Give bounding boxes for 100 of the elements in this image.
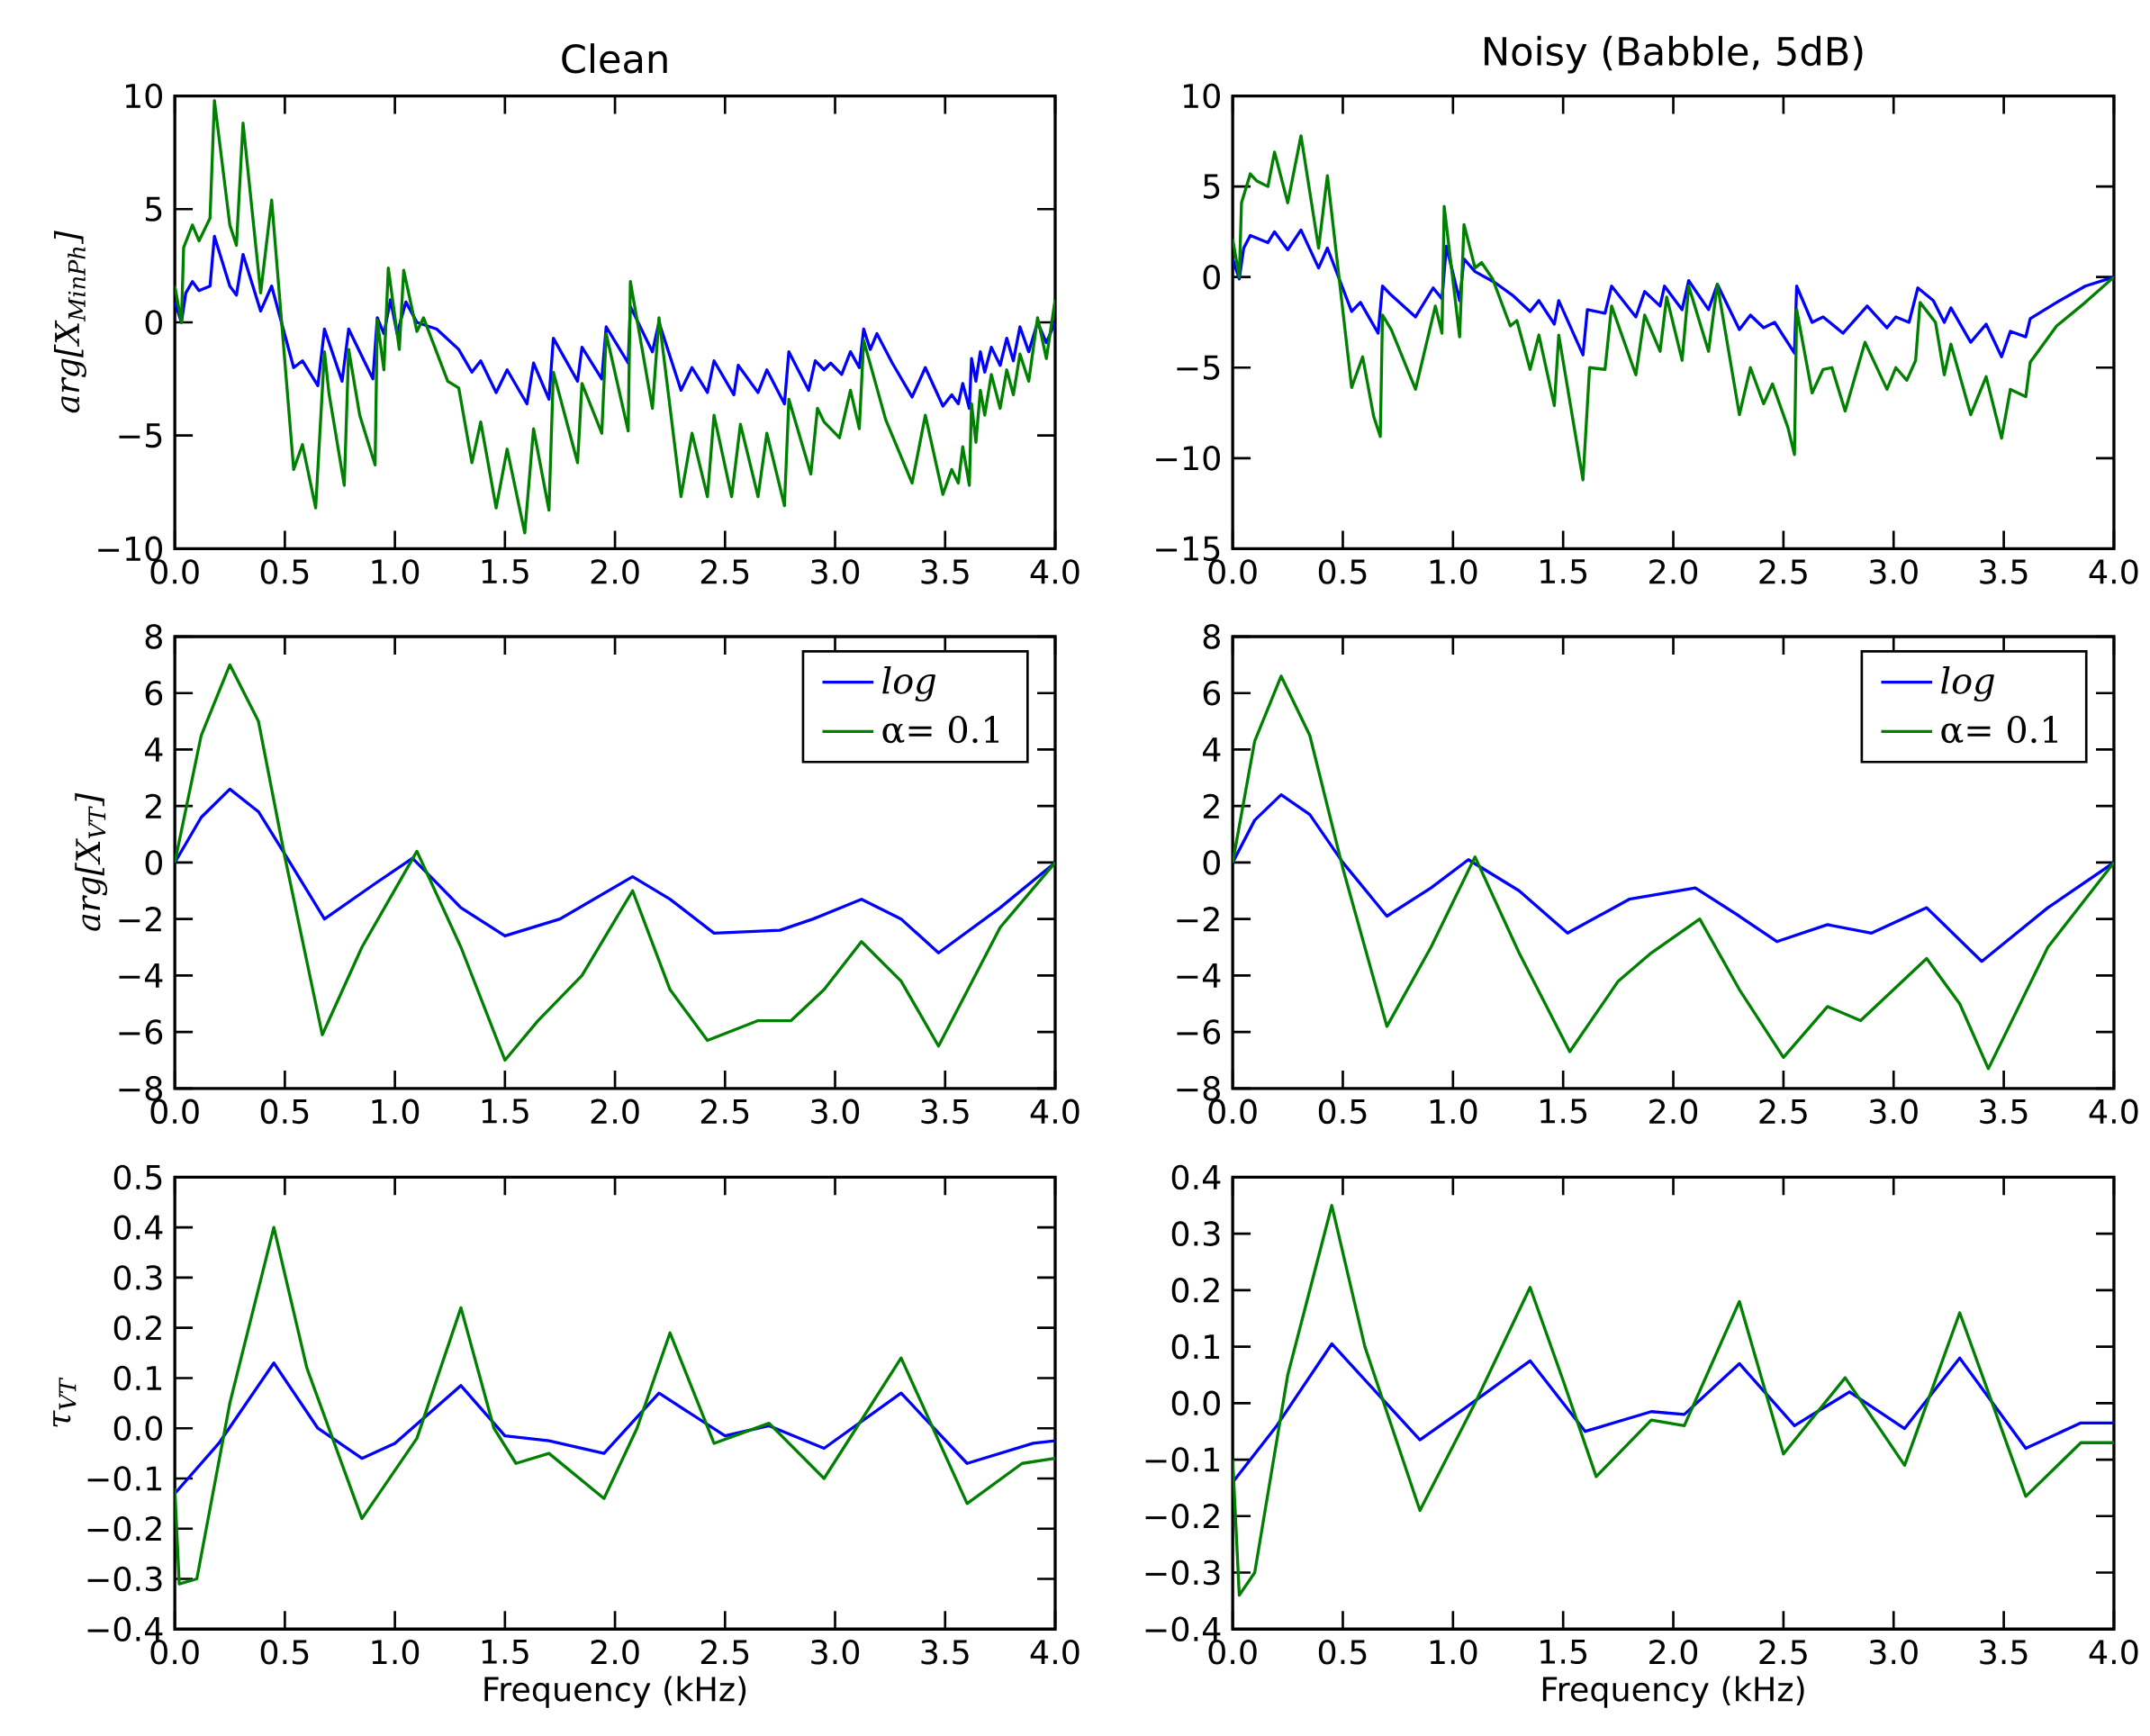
y-tick-label: 0.3 xyxy=(1171,1221,1220,1247)
y-tick-label: −10 xyxy=(1156,446,1220,471)
x-tick-label: 3.5 xyxy=(921,1099,969,1125)
y-tick-label: 8 xyxy=(1203,624,1220,649)
x-axis-title: Frequency (kHz) xyxy=(484,1676,746,1708)
line-series xyxy=(175,99,1055,535)
x-tick-label: 2.0 xyxy=(591,559,639,584)
y-tick-label: 4 xyxy=(144,737,163,762)
x-tick-label: 1.0 xyxy=(1430,1640,1477,1665)
x-tick-label: 1.5 xyxy=(1540,559,1587,584)
y-tick-label: 2 xyxy=(1203,793,1219,818)
x-tick-label: 3.5 xyxy=(921,1640,969,1665)
x-tick-label: 2.0 xyxy=(591,1640,639,1665)
y-tick-label: 6 xyxy=(1203,681,1221,706)
y-tick-label: 0 xyxy=(145,850,162,875)
line-series xyxy=(1233,793,2114,963)
y-tick-label: −2 xyxy=(1177,907,1219,932)
x-tick-label: 1.0 xyxy=(372,1640,420,1665)
y-tick-label: −5 xyxy=(1177,355,1220,380)
y-tick-label: 6 xyxy=(145,681,163,706)
x-tick-label: 3.0 xyxy=(811,1640,860,1665)
y-tick-label: 0.3 xyxy=(113,1265,162,1290)
x-tick-label: 4.0 xyxy=(1030,1099,1080,1125)
y-tick-label: −6 xyxy=(119,1019,163,1045)
x-tick-label: 1.5 xyxy=(482,1099,528,1124)
y-tick-label: 4 xyxy=(1202,737,1221,762)
y-tick-label: 0.2 xyxy=(1171,1278,1219,1303)
y-tick-label: 0 xyxy=(1203,265,1220,290)
line-series xyxy=(1233,1342,2114,1484)
y-tick-label: −0.3 xyxy=(1145,1560,1220,1586)
y-tick-label: 0.4 xyxy=(113,1215,163,1241)
x-tick-label: 4.0 xyxy=(2089,559,2138,584)
x-axis-title: Frequency (kHz) xyxy=(1542,1676,1804,1708)
x-tick-label: 4.0 xyxy=(1030,559,1080,584)
x-tick-label: 3.5 xyxy=(1980,1099,2028,1125)
y-tick-label: 0.2 xyxy=(113,1316,161,1341)
x-tick-label: 1.5 xyxy=(482,559,528,584)
y-tick-label: −6 xyxy=(1177,1019,1221,1045)
x-tick-label: 3.0 xyxy=(811,559,860,584)
x-tick-label: 3.5 xyxy=(1980,1640,2028,1665)
legend-label: log xyxy=(1941,666,1994,702)
y-tick-label: −4 xyxy=(119,963,163,988)
y-tick-label: 0.0 xyxy=(1171,1390,1220,1416)
x-tick-label: 1.0 xyxy=(372,559,420,584)
x-tick-label: 2.5 xyxy=(1759,1099,1807,1125)
y-tick-label: 8 xyxy=(145,624,162,649)
x-tick-label: 1.5 xyxy=(1540,1099,1587,1124)
y-tick-label: 0.1 xyxy=(113,1365,162,1391)
x-tick-label: 0.5 xyxy=(1318,1640,1367,1665)
x-tick-label: 0.5 xyxy=(260,1099,309,1125)
x-tick-label: 1.0 xyxy=(1430,1099,1477,1125)
y-tick-label: 0 xyxy=(1203,850,1220,875)
y-tick-label: −2 xyxy=(119,907,161,932)
x-tick-label: 2.5 xyxy=(700,559,749,584)
x-tick-label: 1.0 xyxy=(372,1099,420,1125)
line-series xyxy=(175,1361,1055,1496)
x-tick-label: 3.5 xyxy=(1980,559,2028,584)
x-tick-label: 2.0 xyxy=(591,1099,639,1125)
x-tick-label: 2.0 xyxy=(1649,1099,1698,1125)
x-tick-label: 0.5 xyxy=(1318,1099,1367,1125)
x-tick-label: 2.5 xyxy=(1759,559,1807,584)
y-axis-title: arg[X$_{VT}$] xyxy=(75,792,108,931)
x-tick-label: 3.0 xyxy=(811,1099,860,1125)
x-tick-label: 4.0 xyxy=(2089,1640,2138,1665)
x-tick-label: 4.0 xyxy=(2089,1099,2138,1125)
y-tick-label: −0.4 xyxy=(1145,1616,1221,1642)
x-tick-label: 3.5 xyxy=(921,559,969,584)
y-tick-label: −0.4 xyxy=(87,1616,163,1642)
y-tick-label: 0.0 xyxy=(113,1415,162,1442)
x-tick-label: 2.0 xyxy=(1649,1640,1698,1665)
y-tick-label: 0 xyxy=(145,310,162,335)
line-series xyxy=(175,1225,1055,1586)
y-tick-label: −0.1 xyxy=(1145,1447,1220,1473)
x-tick-label: 2.0 xyxy=(1649,559,1698,584)
y-tick-label: −5 xyxy=(119,423,162,448)
line-series xyxy=(175,663,1055,1062)
y-tick-label: −0.3 xyxy=(87,1566,162,1592)
y-tick-label: 0.1 xyxy=(1171,1334,1220,1360)
y-tick-label: 5 xyxy=(146,196,162,222)
x-tick-label: 3.0 xyxy=(1869,559,1918,584)
x-tick-label: 1.5 xyxy=(1540,1640,1587,1665)
y-tick-label: −4 xyxy=(1177,963,1221,988)
y-axis-title: τ$_{VT}$ xyxy=(53,1377,77,1427)
x-tick-label: 0.5 xyxy=(260,1640,309,1665)
y-tick-label: 0.5 xyxy=(113,1164,162,1190)
y-tick-label: −0.1 xyxy=(87,1466,162,1491)
legend-label: log xyxy=(882,666,935,702)
y-tick-label: 10 xyxy=(125,83,162,109)
x-tick-label: 3.0 xyxy=(1869,1640,1918,1665)
y-tick-label: −15 xyxy=(1156,536,1220,562)
y-tick-label: −0.2 xyxy=(87,1516,161,1542)
line-series xyxy=(1233,134,2114,482)
y-tick-label: 10 xyxy=(1183,83,1220,109)
chart-title: Clean xyxy=(562,43,667,74)
y-tick-label: −0.2 xyxy=(1145,1504,1219,1529)
x-tick-label: 3.0 xyxy=(1869,1099,1918,1125)
legend-label: α= 0.1 xyxy=(882,716,999,744)
y-tick-label: 2 xyxy=(145,793,161,818)
x-tick-label: 2.5 xyxy=(700,1099,749,1125)
y-tick-label: 5 xyxy=(1203,174,1220,199)
